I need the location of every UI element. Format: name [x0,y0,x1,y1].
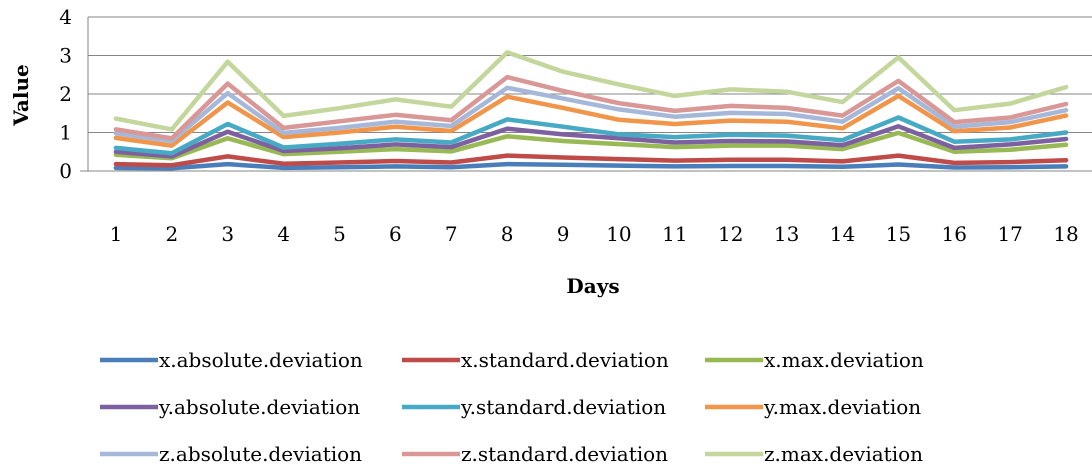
y-tick-label: 2 [59,82,72,106]
legend-item: y.standard.deviation [402,395,666,419]
series-line-x-standard-deviation [113,153,1069,168]
x-tick-label: 2 [165,222,178,246]
legend-item: y.absolute.deviation [100,395,360,419]
legend-item: x.max.deviation [705,348,924,372]
x-tick-label: 15 [886,222,911,246]
legend-label: x.absolute.deviation [159,348,363,372]
legend-item: x.standard.deviation [402,348,669,372]
legend-label: x.max.deviation [764,348,924,372]
legend-label: y.absolute.deviation [158,395,360,419]
series-line-y-standard-deviation [113,115,1069,156]
x-tick-label: 18 [1053,222,1078,246]
y-tick-label: 1 [59,121,72,145]
y-tick-labels: 0 1 2 3 4 [59,5,72,183]
x-tick-label: 16 [942,222,967,246]
legend-label: x.standard.deviation [461,348,669,372]
y-tick-label: 4 [59,5,72,29]
x-tick-label: 13 [774,222,799,246]
x-tick-label: 12 [718,222,743,246]
legend-label: y.max.deviation [763,395,921,419]
legend: x.absolute.deviation x.standard.deviation… [100,348,924,466]
x-tick-label: 6 [389,222,402,246]
x-tick-label: 8 [501,222,514,246]
series-line-z-standard-deviation [113,74,1069,141]
x-tick-label: 4 [277,222,290,246]
series-line-y-max-deviation [113,93,1069,148]
y-tick-label: 3 [59,44,72,68]
axes [80,17,1092,172]
series-line-z-absolute-deviation [113,85,1069,144]
x-axis-title: Days [566,274,619,298]
series-line-x-absolute-deviation [113,161,1069,171]
legend-label: z.max.deviation [764,442,923,466]
x-tick-label: 3 [221,222,234,246]
legend-item: z.absolute.deviation [100,442,362,466]
legend-item: y.max.deviation [705,395,921,419]
legend-label: y.standard.deviation [460,395,666,419]
x-tick-labels: 1 2 3 4 5 6 7 8 9 10 11 12 13 14 15 16 17 18 [110,222,1079,246]
x-tick-label: 1 [110,222,123,246]
series-line-y-absolute-deviation [113,124,1069,159]
legend-label: z.standard.deviation [461,442,668,466]
legend-label: z.absolute.deviation [159,442,362,466]
x-tick-label: 11 [662,222,687,246]
y-tick-label: 0 [59,159,72,183]
legend-item: x.absolute.deviation [100,348,363,372]
legend-item: z.max.deviation [705,442,923,466]
x-tick-label: 9 [557,222,570,246]
series-line-z-max-deviation [113,50,1069,132]
x-tick-label: 10 [606,222,631,246]
legend-item: z.standard.deviation [402,442,668,466]
series-lines [113,50,1069,171]
x-tick-label: 17 [997,222,1022,246]
x-tick-label: 14 [830,222,855,246]
series-line-x-max-deviation [113,130,1069,161]
x-tick-label: 5 [333,222,346,246]
x-tick-label: 7 [445,222,458,246]
y-axis-title: Value [9,64,33,127]
